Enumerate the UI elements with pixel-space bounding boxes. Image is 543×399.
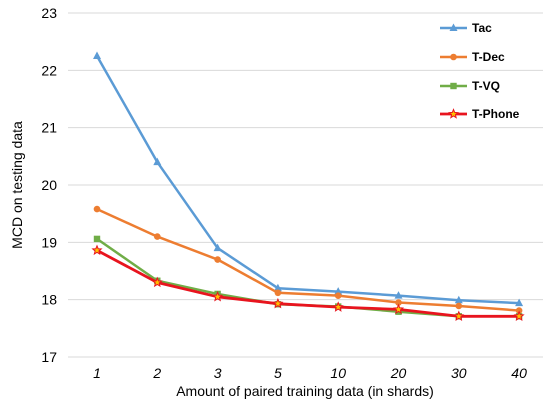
data-point [213, 243, 222, 252]
data-point [453, 310, 465, 322]
data-point [93, 205, 101, 213]
legend-marker [450, 82, 457, 90]
x-tick-label: 20 [390, 365, 407, 381]
y-axis-ticks: 17 18 19 20 21 22 23 [41, 5, 57, 365]
data-point [212, 290, 224, 302]
legend-marker [447, 108, 460, 119]
x-tick-label: 3 [214, 365, 222, 381]
data-point [454, 295, 463, 304]
legend-marker [450, 53, 457, 61]
data-point [272, 297, 284, 309]
x-tick-label: 40 [511, 365, 527, 381]
y-tick-label: 21 [41, 120, 57, 136]
data-point [334, 292, 342, 299]
gridlines [68, 12, 543, 358]
legend-label: T-VQ [472, 79, 500, 93]
legend-item: Tac [440, 21, 492, 35]
x-axis-label: Amount of paired training data (in shard… [176, 383, 434, 399]
legend-label: T-Phone [472, 107, 520, 121]
data-point [153, 157, 162, 166]
y-tick-label: 18 [41, 292, 57, 308]
data-point [91, 244, 103, 256]
y-tick-label: 22 [41, 62, 57, 78]
data-point [513, 310, 525, 322]
data-point [274, 289, 282, 297]
legend-label: Tac [472, 21, 492, 35]
legend-item: T-Phone [440, 107, 520, 121]
series-line [96, 249, 520, 318]
y-tick-label: 17 [41, 349, 57, 365]
data-point [395, 299, 402, 306]
legend-marker [449, 23, 458, 31]
legend-label: T-Dec [472, 50, 505, 64]
x-tick-label: 2 [152, 365, 161, 381]
y-tick-label: 23 [41, 5, 57, 21]
series-line [95, 55, 520, 305]
data-point [214, 256, 221, 263]
legend: Tac T-Dec T-VQ T-Phone [440, 21, 520, 121]
x-tick-label: 10 [330, 365, 346, 381]
series-layer [91, 51, 525, 322]
series-line [96, 207, 520, 312]
data-point [392, 303, 405, 315]
y-tick-label: 20 [41, 177, 57, 193]
legend-item: T-VQ [440, 79, 500, 93]
data-point [455, 302, 463, 310]
y-tick-label: 19 [41, 234, 57, 250]
data-point [332, 301, 344, 312]
data-point [154, 233, 161, 240]
data-point [334, 287, 343, 295]
series-t-phone [91, 244, 525, 322]
data-point [515, 298, 524, 307]
data-point [394, 291, 403, 299]
data-point [93, 51, 101, 59]
series-tac [93, 51, 524, 307]
data-point [151, 276, 163, 288]
legend-item: T-Dec [440, 50, 505, 64]
series-t-dec [93, 205, 523, 314]
x-tick-label: 5 [274, 365, 282, 381]
data-point [93, 235, 101, 243]
data-point [273, 283, 282, 292]
x-tick-label: 30 [451, 365, 467, 381]
x-axis-ticks: 1 2 3 5 10 20 30 40 [93, 365, 527, 381]
y-axis-label: MCD on testing data [9, 121, 25, 249]
x-tick-label: 1 [93, 365, 101, 381]
